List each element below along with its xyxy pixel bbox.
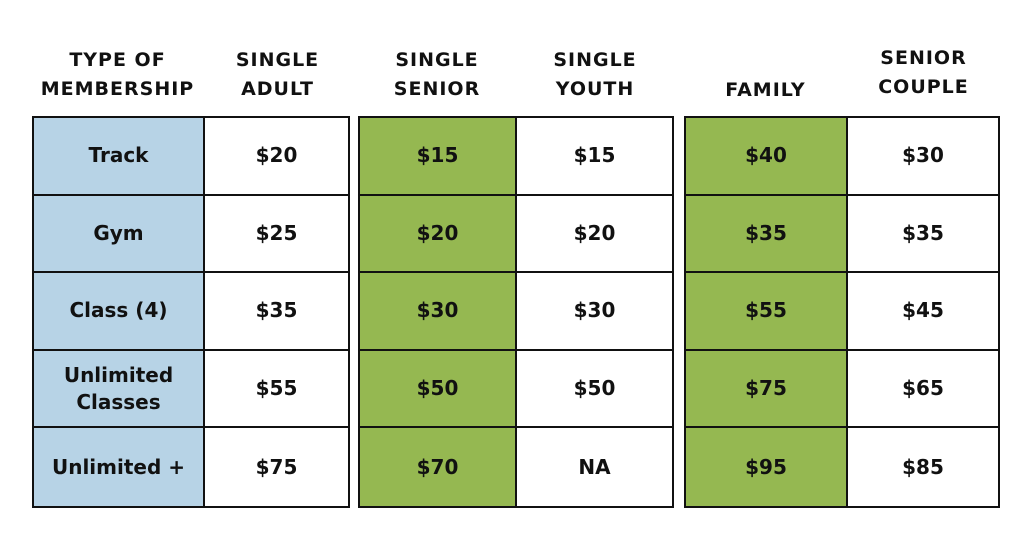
row-unlimited-classes-single-adult: $55: [205, 350, 348, 429]
row-unlimited-classes-single-senior: $50: [360, 350, 517, 429]
row-gym-single-adult: $25: [205, 195, 348, 274]
row-class-senior-couple: $45: [848, 273, 998, 351]
header-senior-couple: SENIOR COUPLE: [878, 47, 969, 98]
row-gym-single-youth: $20: [517, 195, 672, 274]
row-unlimited-plus-senior-couple: $85: [848, 428, 998, 506]
row-unlimited-classes-type: Unlimited Classes: [34, 350, 205, 429]
panel-single-senior-youth: $15 $15 $20 $20 $30 $30 $50 $50 $70 NA: [358, 116, 674, 508]
row-track-single-youth: $15: [517, 118, 672, 196]
row-unlimited-plus-single-youth: NA: [517, 428, 672, 506]
header-single-senior: SINGLE SENIOR: [393, 49, 481, 100]
row-unlimited-plus-single-senior: $70: [360, 428, 517, 506]
header-type-of-membership: TYPE OF MEMBERSHIP: [40, 49, 195, 100]
header-family: FAMILY: [725, 79, 806, 101]
row-gym-type: Gym: [34, 195, 205, 274]
row-class-single-adult: $35: [205, 273, 348, 351]
header-single-adult: SINGLE ADULT: [235, 49, 320, 100]
row-track-senior-couple: $30: [848, 118, 998, 196]
row-unlimited-classes-senior-couple: $65: [848, 350, 998, 429]
header-single-youth: SINGLE YOUTH: [553, 49, 637, 100]
panel-type-single-adult: Track $20 Gym $25 Class (4) $35 Unlimite…: [32, 116, 350, 508]
row-unlimited-plus-type: Unlimited +: [34, 428, 205, 506]
row-class-type: Class (4): [34, 273, 205, 351]
row-gym-single-senior: $20: [360, 195, 517, 274]
row-unlimited-plus-family: $95: [686, 428, 848, 506]
row-unlimited-plus-single-adult: $75: [205, 428, 348, 506]
row-unlimited-classes-family: $75: [686, 350, 848, 429]
row-track-single-senior: $15: [360, 118, 517, 196]
row-class-single-youth: $30: [517, 273, 672, 351]
row-class-single-senior: $30: [360, 273, 517, 351]
row-unlimited-classes-single-youth: $50: [517, 350, 672, 429]
panel-family-senior-couple: $40 $30 $35 $35 $55 $45 $75 $65 $95 $85: [684, 116, 1000, 508]
row-track-type: Track: [34, 118, 205, 196]
row-gym-senior-couple: $35: [848, 195, 998, 274]
row-track-family: $40: [686, 118, 848, 196]
row-class-family: $55: [686, 273, 848, 351]
row-gym-family: $35: [686, 195, 848, 274]
row-track-single-adult: $20: [205, 118, 348, 196]
